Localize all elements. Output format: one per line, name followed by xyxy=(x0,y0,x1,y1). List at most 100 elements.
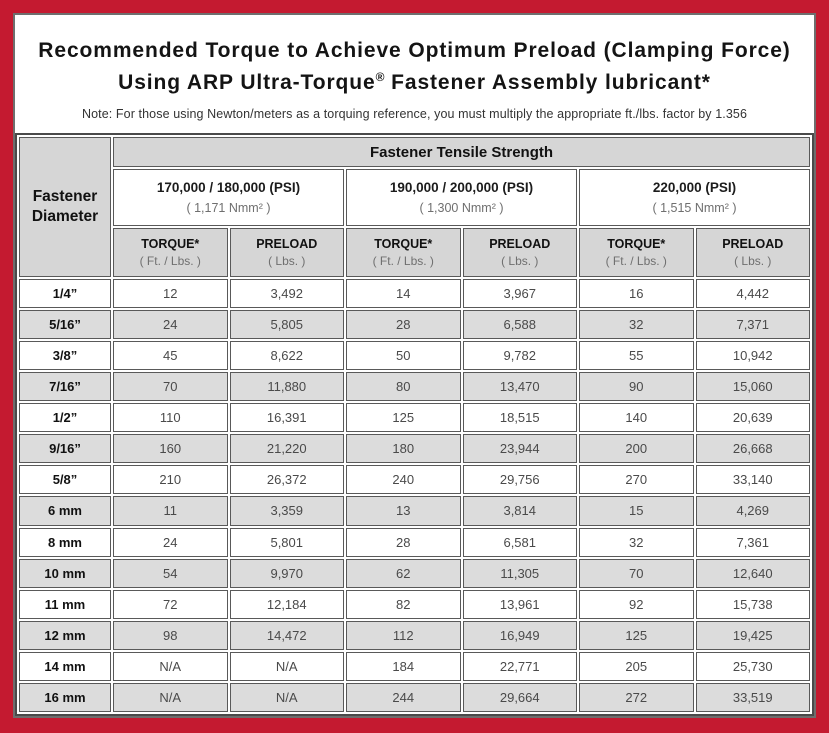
preload-cell: 15,738 xyxy=(695,589,810,619)
torque-cell: 12 xyxy=(113,279,228,309)
torque-table: Fastener Diameter Fastener Tensile Stren… xyxy=(15,133,814,716)
preload-cell: 33,140 xyxy=(695,465,810,495)
preload-cell: 33,519 xyxy=(695,682,810,712)
torque-cell: 24 xyxy=(113,527,228,557)
diameter-cell: 3/8” xyxy=(19,341,111,371)
diameter-cell: 9/16” xyxy=(19,434,111,464)
torque-cell: 54 xyxy=(113,558,228,588)
diameter-cell: 1/4” xyxy=(19,279,111,309)
torque-cell: 11 xyxy=(113,496,228,526)
table-row: 14 mm N/A N/A 184 22,771 205 25,730 xyxy=(19,651,810,681)
diameter-cell: 6 mm xyxy=(19,496,111,526)
preload-cell: 22,771 xyxy=(462,651,577,681)
preload-cell: 21,220 xyxy=(229,434,344,464)
torque-cell: 55 xyxy=(579,341,694,371)
torque-cell: 180 xyxy=(346,434,461,464)
torque-cell: 72 xyxy=(113,589,228,619)
preload-column-header: PRELOAD ( Lbs. ) xyxy=(695,228,810,277)
preload-cell: 19,425 xyxy=(695,620,810,650)
preload-cell: 16,949 xyxy=(462,620,577,650)
preload-cell: 29,756 xyxy=(462,465,577,495)
torque-cell: 210 xyxy=(113,465,228,495)
table-row: 10 mm 54 9,970 62 11,305 70 12,640 xyxy=(19,558,810,588)
torque-cell: 112 xyxy=(346,620,461,650)
preload-cell: 10,942 xyxy=(695,341,810,371)
diameter-cell: 12 mm xyxy=(19,620,111,650)
diameter-cell: 16 mm xyxy=(19,682,111,712)
preload-cell: 6,581 xyxy=(462,527,577,557)
torque-cell: 160 xyxy=(113,434,228,464)
preload-cell: 11,305 xyxy=(462,558,577,588)
table-row: 9/16” 160 21,220 180 23,944 200 26,668 xyxy=(19,434,810,464)
preload-cell: 26,668 xyxy=(695,434,810,464)
preload-cell: 9,970 xyxy=(229,558,344,588)
tensile-strength-header: Fastener Tensile Strength xyxy=(113,137,810,167)
psi-group-170-180: 170,000 / 180,000 (PSI) ( 1,171 Nmm² ) xyxy=(113,169,344,226)
torque-cell: 82 xyxy=(346,589,461,619)
torque-cell: 28 xyxy=(346,527,461,557)
torque-cell: N/A xyxy=(113,682,228,712)
diameter-cell: 5/16” xyxy=(19,310,111,340)
table-row: 5/8” 210 26,372 240 29,756 270 33,140 xyxy=(19,465,810,495)
torque-cell: 14 xyxy=(346,279,461,309)
preload-cell: 5,805 xyxy=(229,310,344,340)
table-row: 1/4” 12 3,492 14 3,967 16 4,442 xyxy=(19,279,810,309)
preload-column-header: PRELOAD ( Lbs. ) xyxy=(229,228,344,277)
torque-cell: 13 xyxy=(346,496,461,526)
preload-cell: 4,269 xyxy=(695,496,810,526)
preload-cell: 13,961 xyxy=(462,589,577,619)
torque-cell: 62 xyxy=(346,558,461,588)
preload-cell: 3,967 xyxy=(462,279,577,309)
torque-cell: 270 xyxy=(579,465,694,495)
table-row: 5/16” 24 5,805 28 6,588 32 7,371 xyxy=(19,310,810,340)
preload-cell: 29,664 xyxy=(462,682,577,712)
content-panel: Recommended Torque to Achieve Optimum Pr… xyxy=(13,13,816,718)
torque-cell: 80 xyxy=(346,372,461,402)
preload-cell: 3,359 xyxy=(229,496,344,526)
preload-cell: 3,492 xyxy=(229,279,344,309)
preload-cell: 12,640 xyxy=(695,558,810,588)
nmm-value: ( 1,300 Nmm² ) xyxy=(419,201,504,215)
preload-cell: 7,361 xyxy=(695,527,810,557)
preload-column-header: PRELOAD ( Lbs. ) xyxy=(462,228,577,277)
preload-cell: 14,472 xyxy=(229,620,344,650)
preload-cell: 13,470 xyxy=(462,372,577,402)
preload-cell: 11,880 xyxy=(229,372,344,402)
title-section: Recommended Torque to Achieve Optimum Pr… xyxy=(15,15,814,133)
diameter-cell: 8 mm xyxy=(19,527,111,557)
table-row: 16 mm N/A N/A 244 29,664 272 33,519 xyxy=(19,682,810,712)
torque-table-section: Fastener Diameter Fastener Tensile Stren… xyxy=(15,133,814,716)
page-title: Recommended Torque to Achieve Optimum Pr… xyxy=(21,35,808,98)
preload-cell: 6,588 xyxy=(462,310,577,340)
preload-cell: N/A xyxy=(229,651,344,681)
torque-cell: N/A xyxy=(113,651,228,681)
diameter-cell: 1/2” xyxy=(19,403,111,433)
torque-cell: 140 xyxy=(579,403,694,433)
diameter-cell: 5/8” xyxy=(19,465,111,495)
preload-cell: 26,372 xyxy=(229,465,344,495)
torque-cell: 50 xyxy=(346,341,461,371)
torque-cell: 110 xyxy=(113,403,228,433)
table-row: 6 mm 11 3,359 13 3,814 15 4,269 xyxy=(19,496,810,526)
torque-cell: 90 xyxy=(579,372,694,402)
nmm-value: ( 1,515 Nmm² ) xyxy=(652,201,737,215)
torque-cell: 70 xyxy=(113,372,228,402)
title-line1: Recommended Torque to Achieve Optimum Pr… xyxy=(38,39,791,62)
torque-cell: 16 xyxy=(579,279,694,309)
registered-mark: ® xyxy=(375,69,385,84)
preload-cell: 18,515 xyxy=(462,403,577,433)
table-row: 3/8” 45 8,622 50 9,782 55 10,942 xyxy=(19,341,810,371)
torque-cell: 45 xyxy=(113,341,228,371)
torque-cell: 32 xyxy=(579,310,694,340)
preload-cell: 16,391 xyxy=(229,403,344,433)
table-row: 1/2” 110 16,391 125 18,515 140 20,639 xyxy=(19,403,810,433)
preload-cell: 8,622 xyxy=(229,341,344,371)
table-row: 7/16” 70 11,880 80 13,470 90 15,060 xyxy=(19,372,810,402)
preload-cell: 9,782 xyxy=(462,341,577,371)
preload-cell: 15,060 xyxy=(695,372,810,402)
title-line2: Using ARP Ultra-Torque® Fastener Assembl… xyxy=(118,69,711,94)
diameter-cell: 7/16” xyxy=(19,372,111,402)
torque-cell: 98 xyxy=(113,620,228,650)
torque-cell: 205 xyxy=(579,651,694,681)
